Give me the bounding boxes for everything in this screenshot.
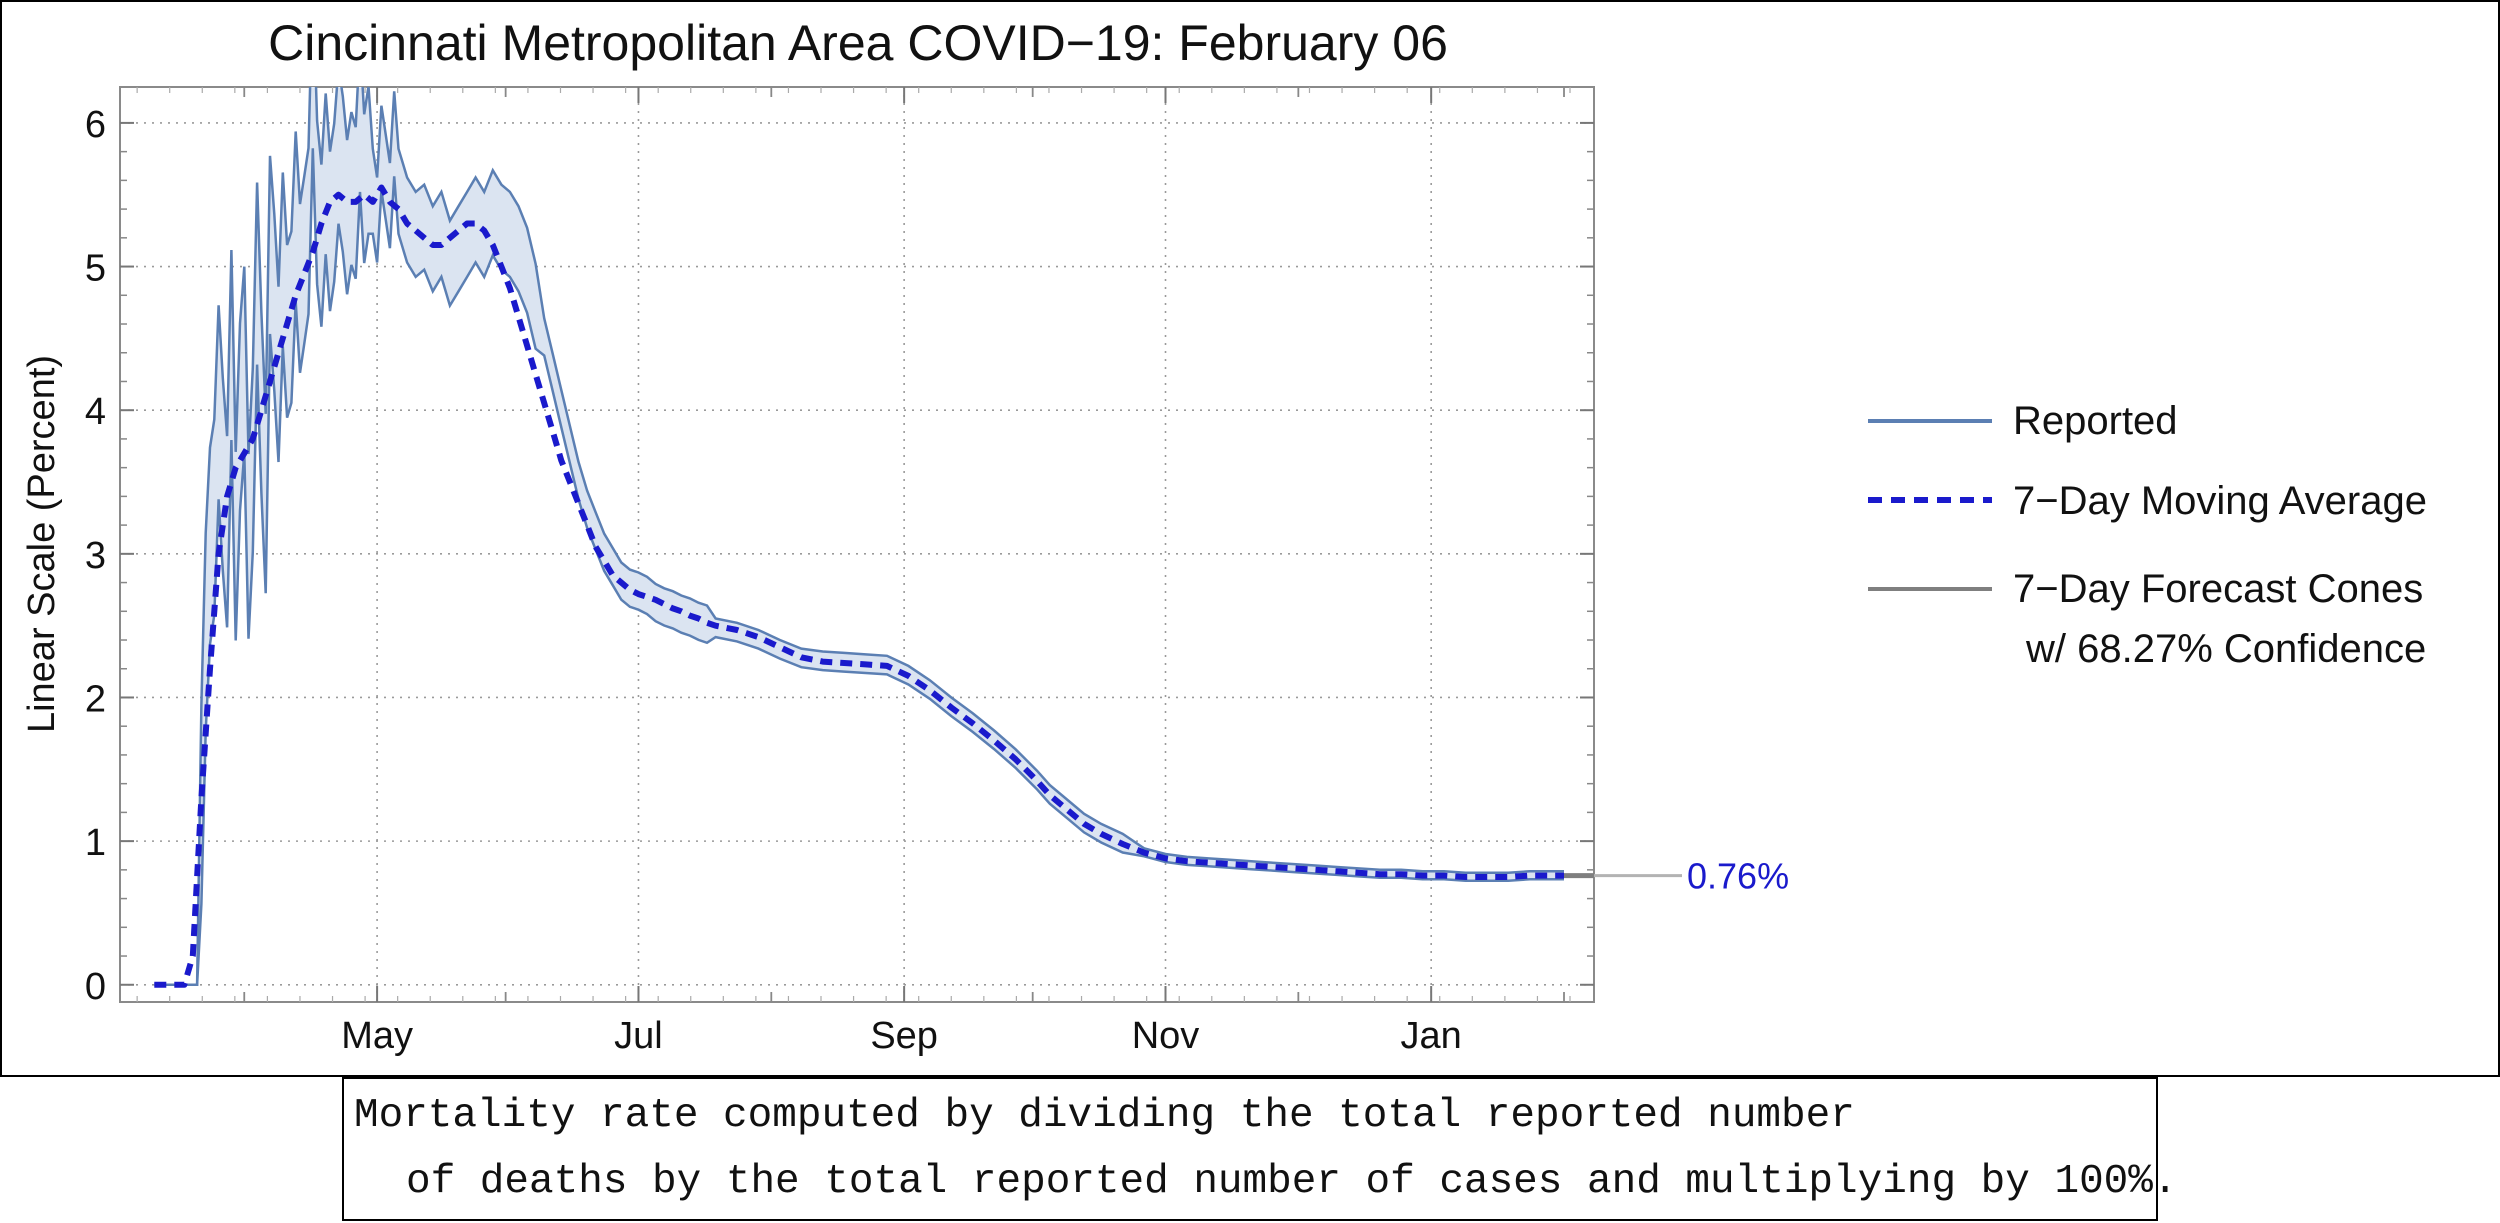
y-tick-label: 1 — [85, 822, 106, 864]
y-tick-label: 0 — [85, 966, 106, 1008]
grid-lines — [120, 87, 1594, 1002]
x-tick-label: Nov — [1132, 1015, 1200, 1057]
y-tick-label: 6 — [85, 104, 106, 146]
x-tick-label: Jan — [1401, 1015, 1462, 1057]
chart-title: Cincinnati Metropolitan Area COVID−19: F… — [268, 15, 1448, 71]
legend-label-moving-average: 7−Day Moving Average — [2013, 479, 2427, 523]
chart-frame: 0 1 2 3 4 5 6 May Jul Sep Nov Jan Cincinnati Metrop… — [0, 0, 2500, 1077]
y-tick-label: 3 — [85, 535, 106, 577]
legend-label-forecast-confidence: w/ 68.27% Confidence — [2025, 627, 2426, 671]
reported-upper-line — [154, 87, 1564, 987]
latest-value-annotation: 0.76% — [1687, 856, 1789, 897]
caption-line-1: Mortality rate computed by dividing the … — [354, 1093, 1855, 1139]
legend-label-forecast-cones: 7−Day Forecast Cones — [2013, 567, 2423, 611]
tick-labels: 0 1 2 3 4 5 6 May Jul Sep Nov Jan — [85, 104, 1462, 1057]
legend-label-reported: Reported — [2013, 399, 2178, 443]
y-tick-label: 4 — [85, 391, 106, 433]
plot-frame — [119, 86, 1595, 1003]
y-tick-label: 2 — [85, 678, 106, 720]
reported-lower-line — [154, 148, 1564, 987]
y-tick-label: 5 — [85, 248, 106, 290]
caption-line-2: of deaths by the total reported number o… — [406, 1159, 2178, 1205]
x-tick-label: Jul — [614, 1015, 663, 1057]
legend: Reported 7−Day Moving Average 7−Day Fore… — [1868, 399, 2427, 671]
series-lines — [154, 184, 1594, 988]
caption-box: Mortality rate computed by dividing the … — [342, 1077, 2178, 1221]
axis-ticks — [120, 87, 1594, 1002]
moving-average-line — [154, 184, 1564, 988]
confidence-band — [154, 87, 1565, 987]
x-tick-label: Sep — [870, 1015, 938, 1057]
mortality-rate-chart: 0 1 2 3 4 5 6 May Jul Sep Nov Jan Cincinnati Metrop… — [21, 15, 2427, 1057]
y-axis-label: Linear Scale (Percent) — [21, 355, 63, 733]
confidence-band-fill — [154, 87, 1565, 985]
x-tick-label: May — [341, 1015, 413, 1057]
